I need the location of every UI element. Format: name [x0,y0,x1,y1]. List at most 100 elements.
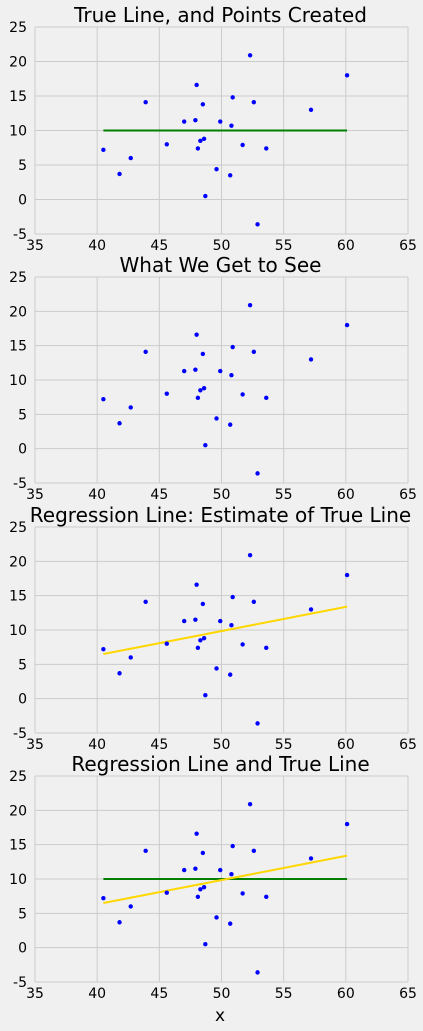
data-point [194,332,199,337]
data-point [182,618,187,624]
data-point [128,155,133,161]
data-point [240,392,245,397]
data-point [117,171,122,177]
y-tick-label: 0 [18,692,27,708]
y-tick-label: 25 [9,520,27,536]
data-point [101,896,106,901]
data-point [218,368,223,374]
data-point [194,82,199,88]
data-point [164,142,169,147]
data-point [255,471,260,476]
x-tick-label: 50 [213,737,231,753]
data-point [182,119,187,124]
y-tick-label: -5 [13,227,27,243]
data-point [214,416,219,421]
data-point [128,904,133,909]
data-point [198,887,203,892]
x-tick-label: 40 [88,487,106,503]
x-tick-label: 45 [150,737,168,753]
data-point [203,942,208,947]
data-point [128,405,133,410]
data-point [194,831,199,836]
data-point [195,645,201,651]
y-tick-label: 20 [9,803,27,819]
x-tick-label: 40 [88,986,106,1002]
data-point [200,601,206,607]
x-tick-label: 55 [275,737,293,753]
y-tick-label: 15 [9,589,27,605]
data-point [143,100,148,105]
y-tick-label: 10 [9,124,27,140]
data-point [128,655,133,660]
data-point [228,422,233,427]
x-tick-label: 60 [337,737,355,753]
data-point [308,107,314,113]
data-point [229,372,234,378]
data-point [198,388,203,393]
data-point [251,599,257,605]
panel-regression-and-true-line: 35 40 45 50 55 60 65 -5 0 5 10 15 20 25 Regression Lin… [9,752,417,1002]
data-point [230,594,235,600]
data-point [201,885,207,890]
data-point [182,867,187,873]
data-point [247,302,253,308]
y-tick-label: 25 [9,769,27,785]
data-point [101,647,106,652]
panel-what-we-get-to-see: 35 40 45 50 55 60 65 -5 0 5 10 15 20 25 What We Get to… [9,253,417,503]
data-point [198,138,203,144]
data-point [214,166,219,172]
y-tick-label: 25 [9,270,27,286]
data-point [218,867,223,873]
data-point [344,73,350,78]
y-tick-label: 10 [9,872,27,888]
data-point [255,721,260,726]
y-tick-label: 20 [9,554,27,570]
regression-line [103,854,348,905]
data-point [164,890,169,895]
data-point [203,693,208,698]
y-tick-label: 10 [9,373,27,389]
data-point [214,915,219,920]
chart-title: True Line, and Points Created [73,3,367,27]
data-point [200,850,206,856]
x-tick-label: 65 [399,487,417,503]
data-point [344,572,350,578]
x-tick-label: 45 [150,986,168,1002]
data-point [264,146,269,151]
x-tick-label: 35 [26,238,44,254]
x-tick-label: 60 [337,238,355,254]
data-point [201,386,207,391]
y-tick-label: -5 [13,476,27,492]
data-point [251,349,257,355]
data-point [229,123,234,128]
data-point [117,421,122,426]
data-point [230,344,235,350]
data-point [240,642,245,647]
x-tick-label: 55 [275,238,293,254]
data-point [193,117,198,123]
data-point [117,920,122,925]
x-tick-label: 35 [26,737,44,753]
data-point [143,848,148,854]
x-axis-label: x [215,1006,225,1026]
data-point [201,136,207,141]
data-point [182,368,187,374]
data-point [251,100,257,105]
data-point [264,645,269,651]
x-tick-label: 45 [150,238,168,254]
data-point [228,672,233,677]
data-point [203,443,208,448]
chart-title: Regression Line and True Line [71,752,369,776]
data-point [251,848,257,854]
data-point [143,349,148,355]
data-point [264,894,269,900]
x-tick-label: 65 [399,737,417,753]
data-point [218,119,223,124]
data-point [228,921,233,926]
data-point [164,391,169,396]
data-point [143,599,148,605]
y-tick-label: 20 [9,304,27,320]
data-point [164,641,169,646]
data-point [195,894,201,900]
data-point [247,801,253,807]
